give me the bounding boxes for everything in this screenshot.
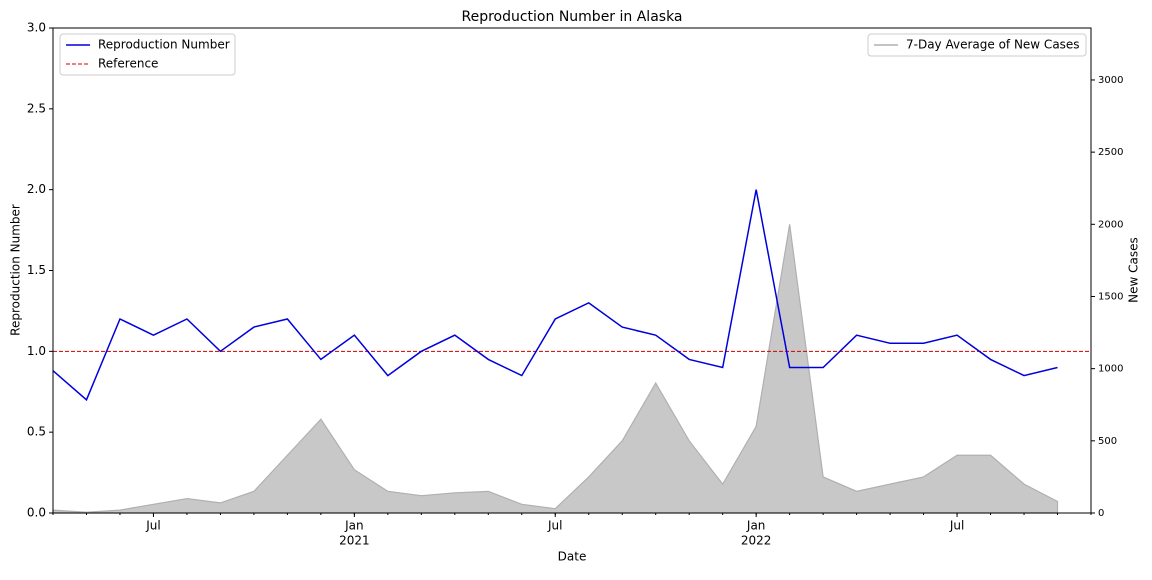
chart-title: Reproduction Number in Alaska bbox=[461, 9, 682, 25]
cases-area bbox=[52, 224, 1059, 514]
x-tick-label: Jan bbox=[344, 519, 364, 533]
y-tick-label: 2.0 bbox=[27, 182, 46, 196]
x-tick-label: Jul bbox=[145, 519, 160, 533]
y2-tick-label: 1000 bbox=[1098, 364, 1123, 375]
legend-box bbox=[59, 33, 236, 76]
plot-frame bbox=[52, 27, 1092, 514]
y-axis-label: Reproduction Number bbox=[9, 204, 23, 336]
x-axis-label: Date bbox=[558, 550, 587, 564]
legend-left: Reproduction Number Reference bbox=[59, 33, 236, 76]
y-tick-label: 0.5 bbox=[27, 425, 46, 439]
y2-axis-label: New Cases bbox=[1127, 237, 1141, 303]
x-tick-label: Jan bbox=[746, 519, 766, 533]
y2-tick-label: 3000 bbox=[1098, 75, 1123, 86]
x-tick-label: Jul bbox=[547, 519, 562, 533]
legend-right: 7-Day Average of New Cases bbox=[867, 33, 1087, 57]
y2-tick-label: 2500 bbox=[1098, 147, 1123, 158]
r-line bbox=[52, 189, 1058, 402]
x-tick-year: 2022 bbox=[741, 534, 772, 548]
y2-tick-label: 2000 bbox=[1098, 219, 1123, 230]
x-tick-year: 2021 bbox=[339, 534, 370, 548]
legend-label: Reproduction Number bbox=[98, 38, 230, 52]
y2-tick-label: 0 bbox=[1098, 508, 1104, 519]
y-tick-label: 3.0 bbox=[27, 21, 46, 35]
x-tick-label: Jul bbox=[949, 519, 964, 533]
legend-label: 7-Day Average of New Cases bbox=[906, 38, 1080, 52]
y2-tick-label: 1500 bbox=[1098, 291, 1123, 302]
y-tick-label: 0.0 bbox=[27, 506, 46, 520]
y2-tick-label: 500 bbox=[1098, 436, 1117, 447]
y-tick-label: 1.5 bbox=[27, 263, 46, 277]
y-tick-label: 2.5 bbox=[27, 101, 46, 115]
legend-box bbox=[867, 33, 1087, 57]
y-tick-label: 1.0 bbox=[27, 344, 46, 358]
legend-label: Reference bbox=[98, 57, 158, 71]
